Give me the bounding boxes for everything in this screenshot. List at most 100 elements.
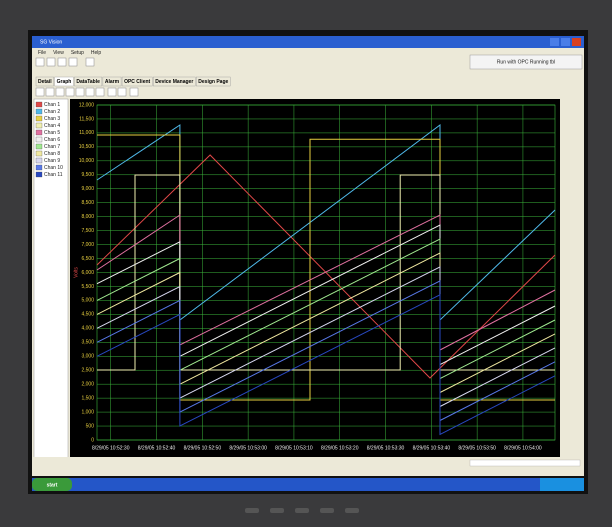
- y-tick-label: 9,000: [81, 186, 94, 192]
- x-tick-label: 8/29/05 10:52:30: [92, 445, 130, 451]
- y-tick-label: 5,500: [81, 284, 94, 290]
- tab-label: Graph: [57, 79, 72, 85]
- y-tick-label: 0: [91, 437, 94, 443]
- min-button[interactable]: [550, 38, 559, 46]
- y-tick-label: 2,000: [81, 381, 94, 387]
- tab[interactable]: [74, 76, 103, 87]
- x-tick-label: 8/29/05 10:53:30: [367, 445, 405, 451]
- x-tick-label: 8/29/05 10:53:40: [413, 445, 451, 451]
- tool-button[interactable]: [65, 87, 75, 97]
- series-line: [96, 252, 556, 394]
- toolbar: [35, 57, 95, 67]
- tab-label: OPC Client: [124, 79, 150, 85]
- y-tick-label: 2,500: [81, 368, 94, 374]
- tab[interactable]: [35, 76, 54, 87]
- series-line: [96, 293, 556, 436]
- menu-item[interactable]: File: [38, 50, 46, 56]
- series-line: [96, 214, 556, 351]
- tool-button[interactable]: [46, 57, 56, 67]
- series-line: [96, 280, 556, 422]
- tab[interactable]: [54, 76, 74, 87]
- status-field: [469, 459, 581, 467]
- y-tick-label: 11,500: [79, 116, 94, 122]
- legend-label: Chan 5: [44, 130, 60, 136]
- y-tick-label: 8,000: [81, 214, 94, 220]
- legend-swatch: [35, 150, 43, 157]
- x-tick-label: 8/29/05 10:52:40: [138, 445, 176, 451]
- menu-item[interactable]: View: [53, 50, 64, 56]
- series-line: [96, 154, 556, 379]
- monitor-button[interactable]: [295, 508, 309, 513]
- legend-swatch: [35, 164, 43, 171]
- y-tick-label: 500: [86, 423, 95, 429]
- x-tick-label: 8/29/05 10:53:50: [458, 445, 496, 451]
- tool-button[interactable]: [85, 87, 95, 97]
- legend-swatch: [35, 136, 43, 143]
- x-tick-label: 8/29/05 10:54:00: [504, 445, 542, 451]
- status-bar: [32, 457, 584, 476]
- y-tick-label: 6,500: [81, 256, 94, 262]
- tray: [540, 478, 584, 491]
- y-tick-label: 11,000: [79, 130, 94, 136]
- tab[interactable]: [196, 76, 231, 87]
- tool-button[interactable]: [55, 87, 65, 97]
- monitor-button[interactable]: [345, 508, 359, 513]
- tool-button[interactable]: [85, 57, 95, 67]
- y-tick-label: 1,500: [81, 395, 94, 401]
- tool-button[interactable]: [35, 87, 45, 97]
- x-tick-label: 8/29/05 10:53:10: [275, 445, 313, 451]
- y-tick-label: 7,500: [81, 228, 94, 234]
- y-tick-label: 12,000: [79, 102, 95, 108]
- start-label: start: [47, 482, 58, 488]
- tool-button[interactable]: [45, 87, 55, 97]
- y-tick-label: 10,500: [79, 144, 95, 150]
- y-tick-label: 5,000: [81, 298, 94, 304]
- y-tick-label: 10,000: [79, 158, 95, 164]
- max-button[interactable]: [561, 38, 570, 46]
- legend-swatch: [35, 157, 43, 164]
- tab-label: DataTable: [76, 79, 100, 85]
- legend-label: Chan 10: [44, 165, 63, 171]
- legend-label: Chan 11: [44, 172, 63, 178]
- legend-swatch: [35, 115, 43, 122]
- tab[interactable]: [121, 76, 153, 87]
- chart-toolbar: [35, 87, 139, 97]
- legend-label: Chan 3: [44, 116, 60, 122]
- tool-button[interactable]: [117, 87, 127, 97]
- tab[interactable]: [102, 76, 122, 87]
- y-tick-label: 8,500: [81, 200, 94, 206]
- tool-button[interactable]: [107, 87, 117, 97]
- tab-label: Detail: [38, 79, 52, 85]
- legend-label: Chan 7: [44, 144, 60, 150]
- y-tick-label: 4,500: [81, 312, 94, 318]
- tool-button[interactable]: [68, 57, 78, 67]
- legend-label: Chan 9: [44, 158, 60, 164]
- close-button[interactable]: [572, 38, 581, 46]
- menu-item[interactable]: Setup: [71, 50, 84, 56]
- monitor-button[interactable]: [245, 508, 259, 513]
- tool-button[interactable]: [95, 87, 105, 97]
- tool-button[interactable]: [129, 87, 139, 97]
- legend-swatch: [35, 108, 43, 115]
- legend-label: Chan 4: [44, 123, 60, 129]
- legend-swatch: [35, 122, 43, 129]
- tool-button[interactable]: [35, 57, 45, 67]
- legend-label: Chan 2: [44, 109, 60, 115]
- tab[interactable]: [153, 76, 196, 87]
- series-line: [96, 266, 556, 408]
- y-tick-label: 6,000: [81, 270, 94, 276]
- tab-label: Design Page: [198, 79, 228, 85]
- legend-label: Chan 6: [44, 137, 60, 143]
- series-line: [96, 238, 556, 380]
- tab-label: Device Manager: [155, 79, 193, 85]
- tool-button[interactable]: [57, 57, 67, 67]
- window-title: SG Vision: [40, 39, 62, 45]
- monitor-button[interactable]: [320, 508, 334, 513]
- start-button[interactable]: [32, 478, 72, 491]
- taskbar: [32, 478, 584, 491]
- y-tick-label: 7,000: [81, 242, 94, 248]
- monitor-button[interactable]: [270, 508, 284, 513]
- menu-item[interactable]: Help: [91, 50, 102, 56]
- tool-button[interactable]: [75, 87, 85, 97]
